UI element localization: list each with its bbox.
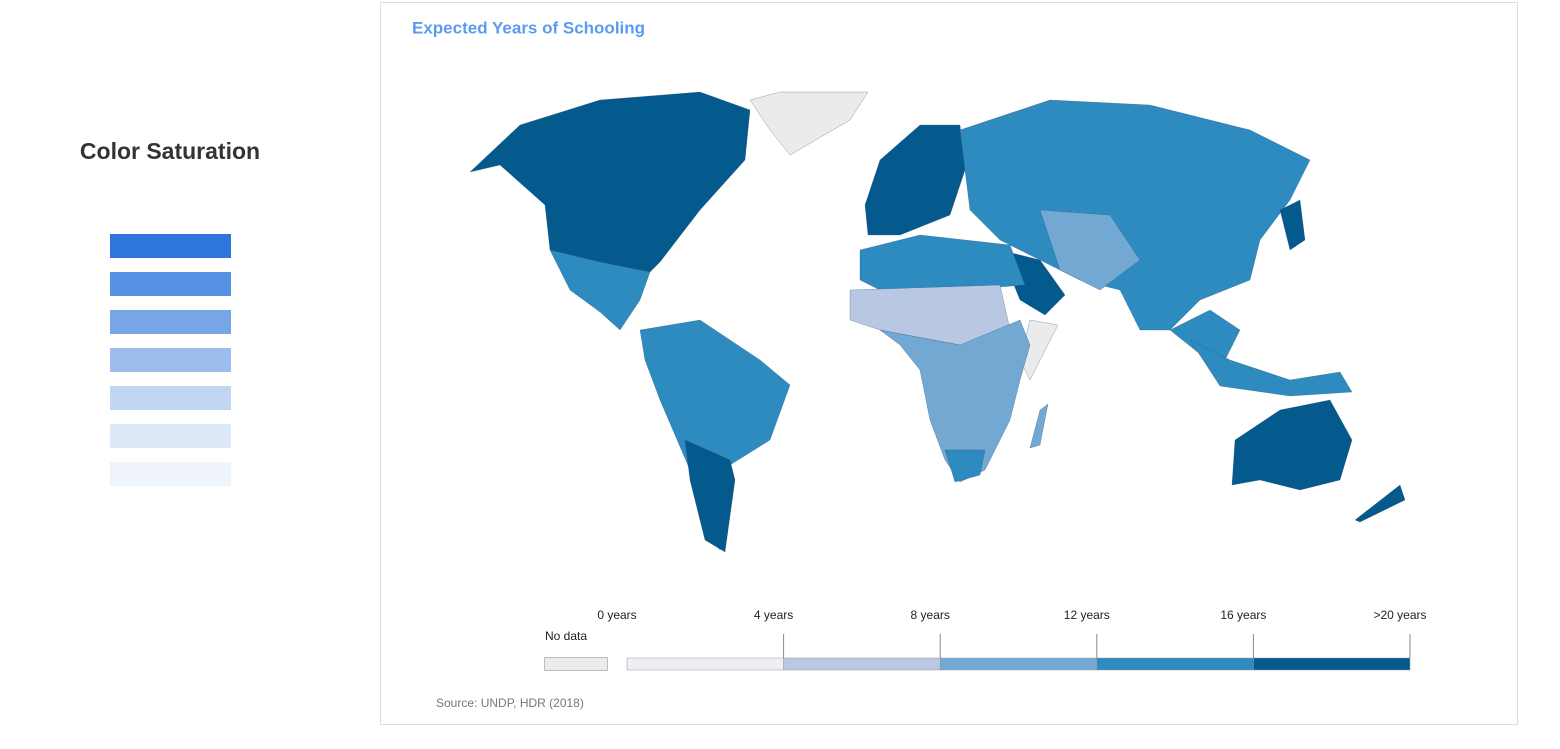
japan [1279,199,1306,251]
indonesia [1189,339,1353,397]
legend-bin [626,657,784,671]
world-map [469,91,1406,553]
legend-bin [939,657,1098,671]
color-swatch [110,310,231,334]
asia [959,99,1311,331]
legend-label: 16 years [1220,608,1266,622]
legend-bin [783,657,941,671]
color-swatch [110,424,231,448]
no-data-label: No data [545,629,587,643]
legend-label: 8 years [911,608,950,622]
legend-label: 12 years [1064,608,1110,622]
color-swatch [110,386,231,410]
legend-label: 0 years [597,608,636,622]
swatch-list [110,234,231,486]
color-swatch [110,272,231,296]
legend-bin [1253,657,1411,671]
sidebar-title: Color Saturation [80,138,260,164]
central-africa [879,319,1031,483]
australia [1231,399,1353,491]
no-data-swatch [544,657,608,671]
legend: 0 years 4 years 8 years 12 years 16 years >20… [597,608,1427,671]
color-swatch [110,348,231,372]
south-africa [944,449,986,483]
central-asia [1039,209,1141,291]
legend-label: 4 years [754,608,793,622]
central-america [549,249,651,331]
new-zealand [1354,484,1406,523]
color-swatch [110,234,231,258]
north-america [469,91,751,273]
southern-cone [684,439,736,553]
legend-label: >20 years [1373,608,1426,622]
color-swatch [110,462,231,486]
map-title: Expected Years of Schooling [412,18,645,37]
source-note: Source: UNDP, HDR (2018) [436,696,584,710]
legend-bin [1096,657,1254,671]
madagascar [1029,403,1049,449]
greenland [749,91,869,156]
